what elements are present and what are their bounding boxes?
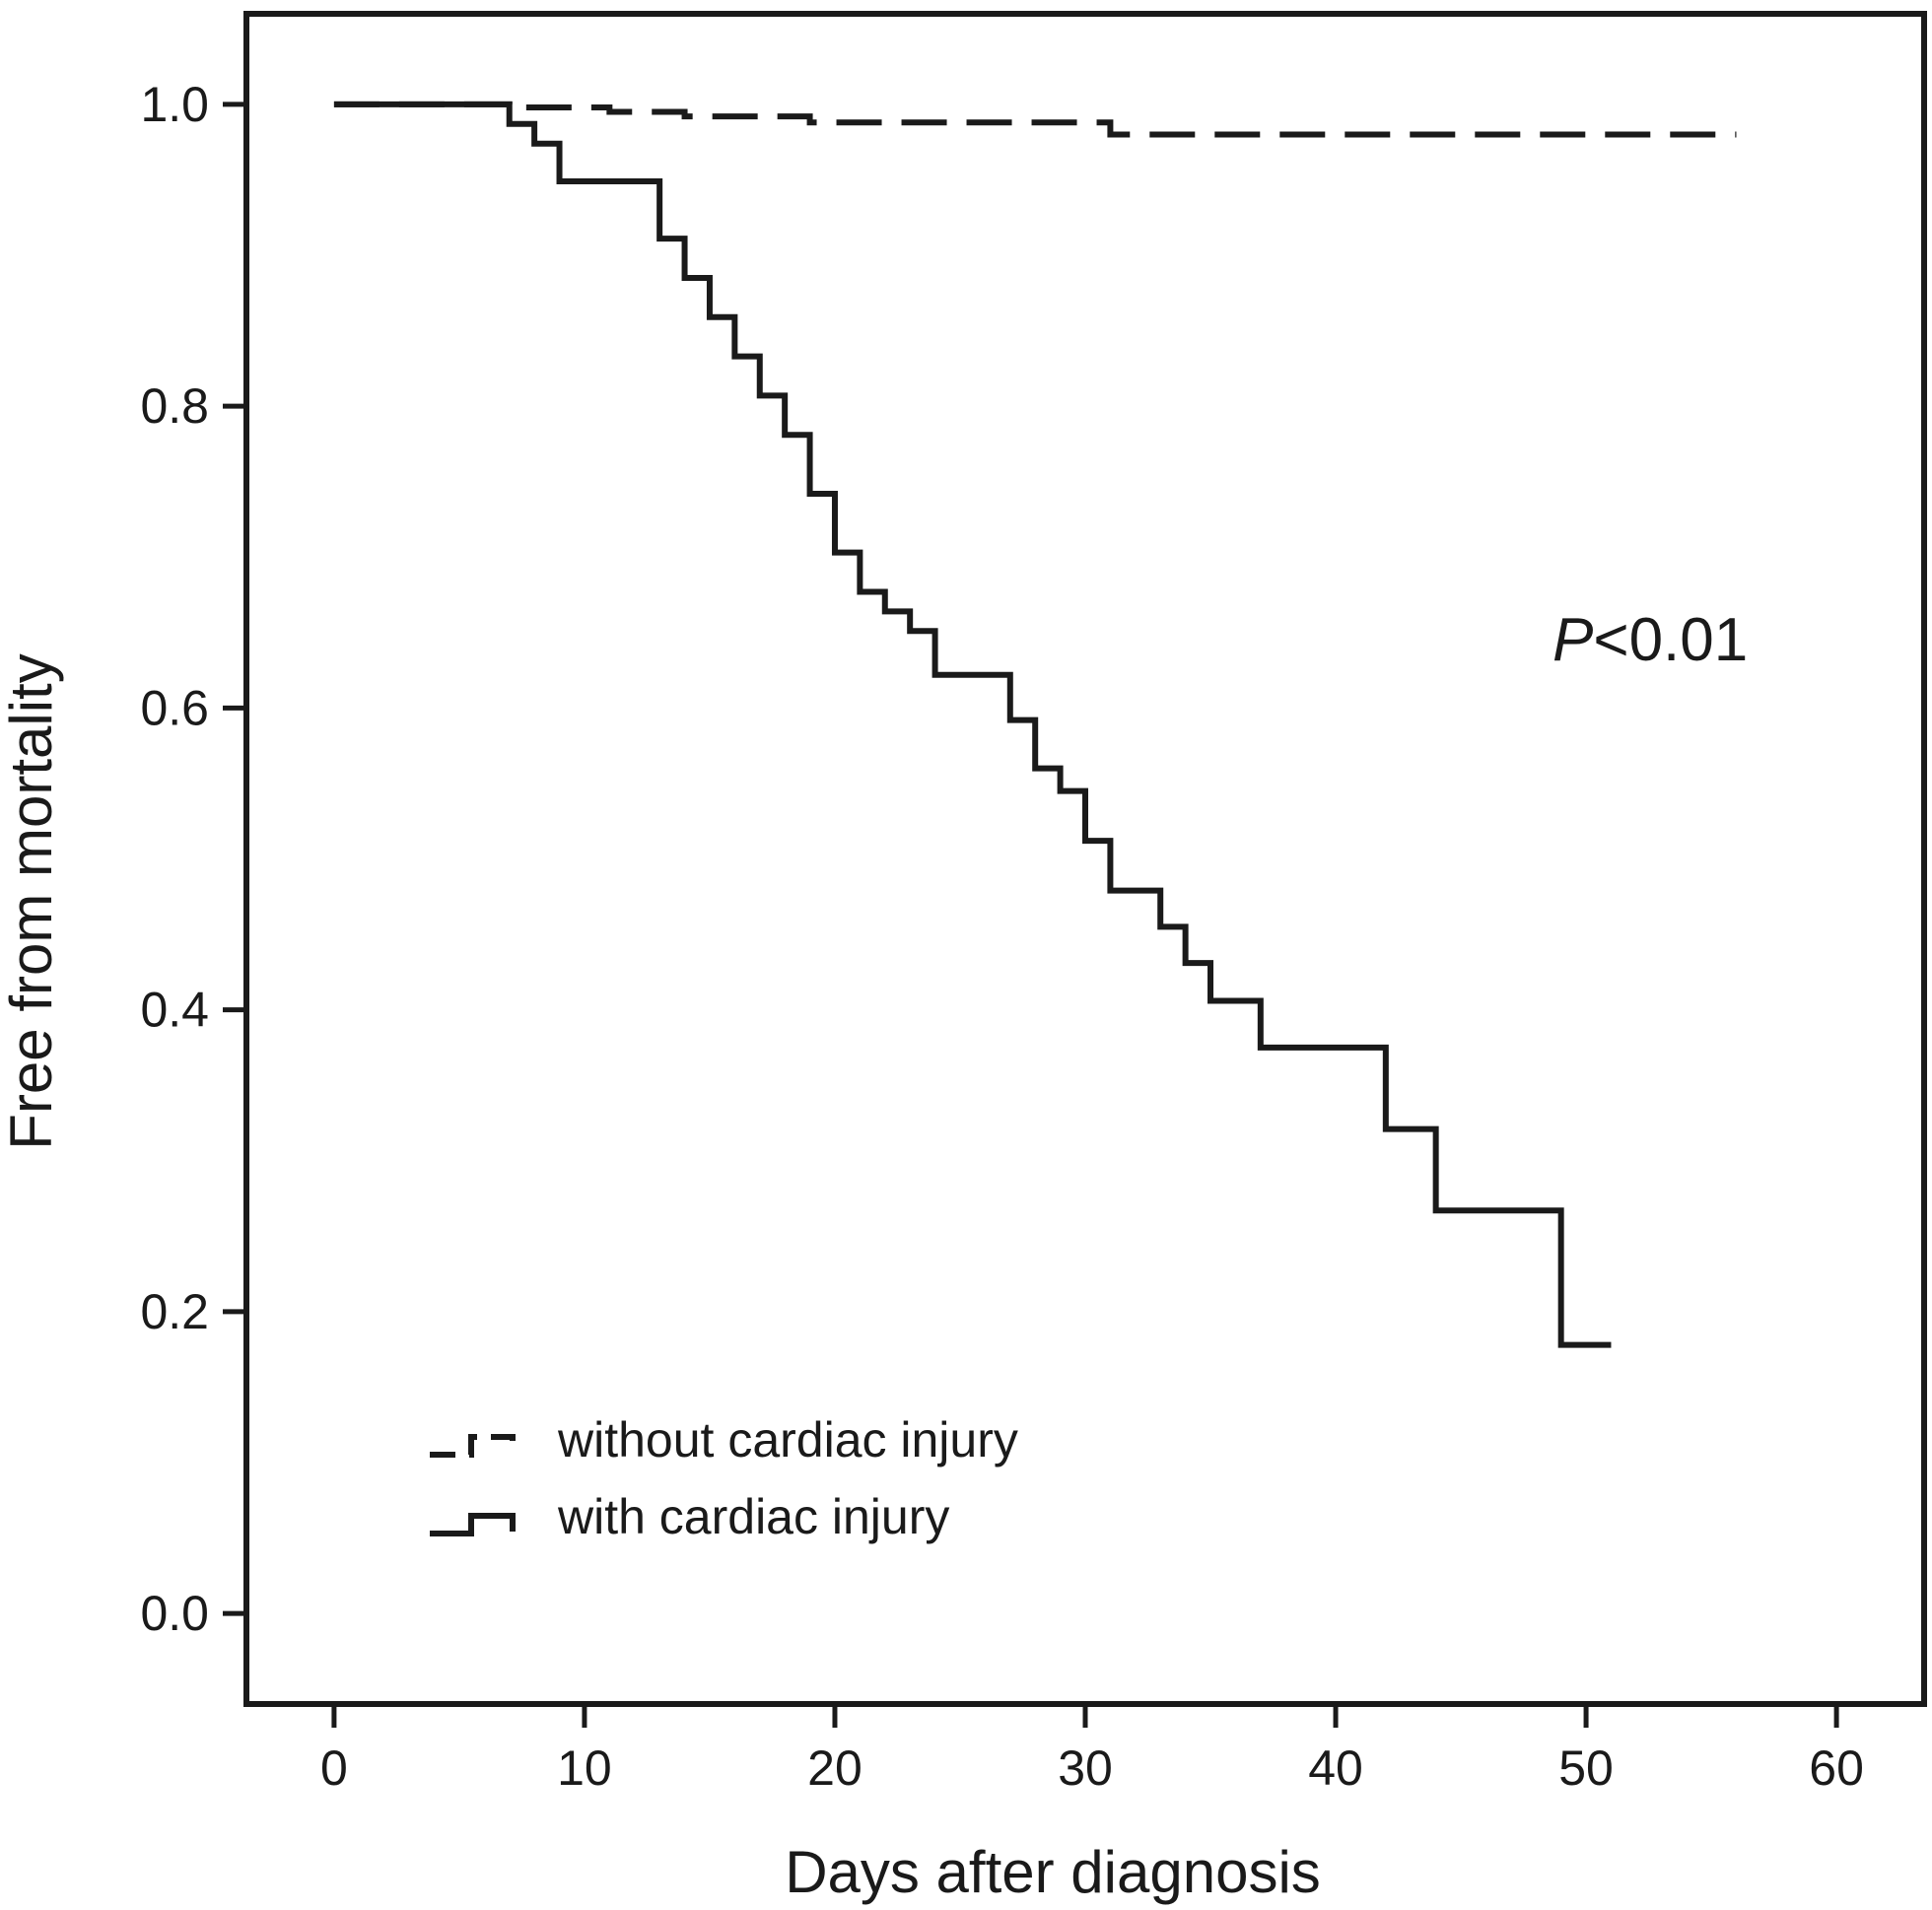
series-line-with-cardiac-injury xyxy=(333,101,1612,1348)
x-tick-label: 20 xyxy=(807,1740,862,1796)
x-tick-label: 40 xyxy=(1308,1740,1363,1796)
legend-swatch-with-cardiac-injury xyxy=(430,1513,516,1536)
y-tick-label: 1.0 xyxy=(140,77,209,132)
x-axis-title: Days after diagnosis xyxy=(785,1839,1321,1905)
y-tick-label: 0.6 xyxy=(140,680,209,735)
legend-label-with-cardiac-injury: with cardiac injury xyxy=(557,1489,949,1544)
x-tick-label: 60 xyxy=(1809,1740,1864,1796)
x-tick-label: 50 xyxy=(1558,1740,1614,1796)
y-axis-title: Free from mortality xyxy=(0,653,64,1149)
y-tick-label: 0.0 xyxy=(140,1586,209,1641)
legend-label-without-cardiac-injury: without cardiac injury xyxy=(557,1412,1018,1467)
p-value-annotation: P<0.01 xyxy=(1552,606,1748,674)
y-tick-label: 0.8 xyxy=(140,378,209,434)
p-value-symbol: P xyxy=(1552,606,1593,674)
x-axis: 0 10 20 30 40 50 60 xyxy=(320,1704,1864,1796)
legend: without cardiac injury with cardiac inju… xyxy=(430,1412,1018,1544)
y-tick-label: 0.4 xyxy=(140,983,209,1038)
series-layer xyxy=(333,101,1737,1348)
p-value-text: <0.01 xyxy=(1593,606,1748,674)
y-tick-label: 0.2 xyxy=(140,1284,209,1339)
x-tick-label: 10 xyxy=(557,1740,612,1796)
x-tick-label: 30 xyxy=(1058,1740,1113,1796)
series-line-without-cardiac-injury xyxy=(333,101,1737,138)
y-axis: 0.0 0.2 0.4 0.6 0.8 1.0 xyxy=(140,77,246,1641)
plot-frame xyxy=(243,11,1927,1707)
x-tick-label: 0 xyxy=(320,1740,348,1796)
legend-swatch-without-cardiac-injury xyxy=(430,1434,516,1458)
